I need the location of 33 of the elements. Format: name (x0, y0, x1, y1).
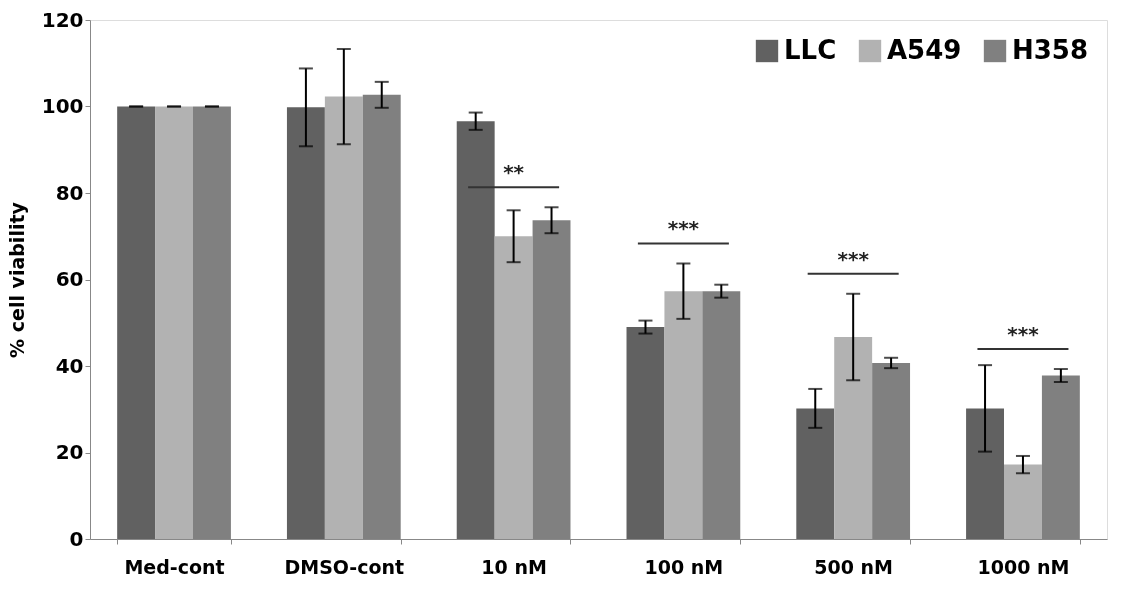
x-tick-label: DMSO-cont (284, 555, 405, 578)
bar (494, 236, 533, 539)
legend-label: H358 (1012, 35, 1089, 65)
x-tick-label: 10 nM (481, 555, 547, 578)
bar (286, 107, 325, 539)
legend-label: A549 (887, 35, 962, 65)
bar (117, 106, 156, 539)
y-axis-title: % cell viability (5, 201, 28, 358)
y-tick-label: 40 (55, 353, 84, 378)
bar (664, 291, 703, 539)
bar (456, 121, 495, 539)
y-tick-label: 60 (55, 267, 84, 291)
y-tick-label: 120 (41, 7, 84, 32)
annotation: *** (837, 246, 870, 271)
annotation: *** (1007, 322, 1040, 347)
bar (796, 408, 835, 539)
x-tick-label: 100 nM (644, 555, 724, 578)
y-tick-label: 80 (55, 180, 84, 205)
bar (1004, 464, 1042, 539)
annotation: *** (667, 216, 700, 241)
y-tick-label: 20 (55, 440, 84, 464)
x-tick-label: 1000 nM (977, 555, 1070, 578)
x-tick-label: Med-cont (124, 555, 225, 578)
x-tick-label: 500 nM (814, 555, 894, 578)
legend-label: LLC (784, 35, 837, 65)
bar (626, 327, 665, 539)
annotation: ** (503, 160, 525, 185)
y-tick-label: 100 (41, 94, 84, 118)
bar (155, 106, 193, 539)
y-tick-label: 0 (69, 526, 84, 551)
bar (966, 408, 1004, 539)
bar (834, 337, 873, 539)
bar (324, 96, 363, 539)
